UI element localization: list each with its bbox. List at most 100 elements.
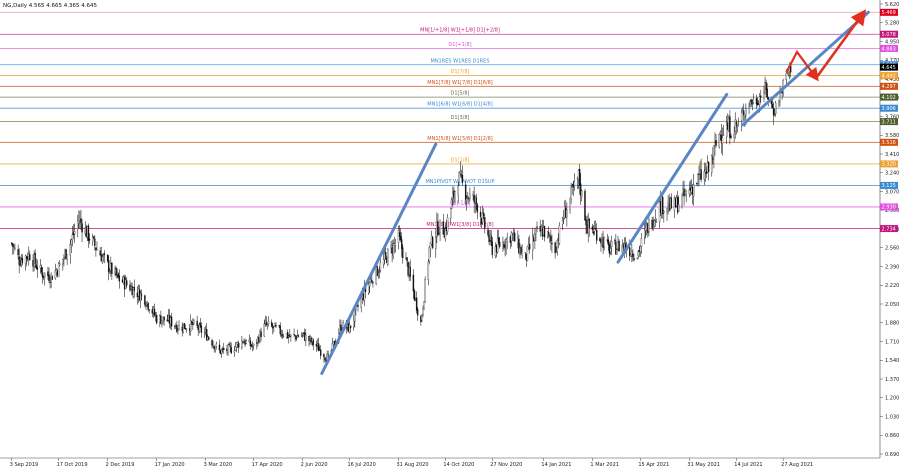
candle-body bbox=[437, 221, 439, 235]
candle-body bbox=[511, 233, 514, 235]
level-price-tag-text: 3.516 bbox=[882, 140, 896, 146]
candle-body bbox=[607, 239, 610, 246]
candle-body bbox=[88, 238, 91, 241]
y-tick-label: 1.880 bbox=[885, 321, 899, 327]
candle-body bbox=[77, 221, 79, 230]
level-price-tag bbox=[880, 44, 898, 52]
candle-body bbox=[491, 241, 493, 255]
candle-body bbox=[581, 190, 583, 198]
candle-body bbox=[484, 217, 486, 229]
candle-body bbox=[340, 324, 342, 331]
candle-body bbox=[70, 239, 73, 245]
candle-body bbox=[24, 255, 27, 265]
candle-body bbox=[464, 184, 467, 200]
candle-body bbox=[320, 349, 322, 356]
candle-body bbox=[69, 244, 72, 256]
candle-body bbox=[228, 343, 230, 346]
candle-body bbox=[297, 335, 300, 337]
candle-body bbox=[214, 347, 216, 350]
candle-body bbox=[305, 334, 307, 341]
trendlines-layer bbox=[320, 10, 870, 375]
x-tick-label: 2 Dec 2019 bbox=[106, 462, 135, 468]
candle-body bbox=[109, 271, 111, 273]
candle-body bbox=[324, 357, 326, 360]
candle-body bbox=[379, 262, 382, 271]
candle-body bbox=[566, 209, 568, 218]
candle-body bbox=[593, 228, 596, 232]
candle-body bbox=[275, 324, 277, 327]
candle-body bbox=[161, 320, 163, 325]
candle-body bbox=[323, 354, 325, 358]
candle-body bbox=[584, 190, 586, 221]
candle-body bbox=[29, 254, 31, 261]
candle-body bbox=[632, 253, 634, 258]
level-price-tag-text: 4.102 bbox=[882, 95, 896, 101]
level-label: D1[+1/8] bbox=[448, 42, 471, 48]
candle-body bbox=[450, 208, 452, 219]
candle-body bbox=[572, 184, 574, 188]
y-tick-label: 5.620 bbox=[885, 2, 899, 8]
candle-body bbox=[662, 197, 664, 215]
candle-body bbox=[139, 293, 142, 302]
candle-body bbox=[711, 155, 713, 173]
candle-body bbox=[71, 234, 74, 241]
candle-body bbox=[357, 304, 359, 307]
candle-body bbox=[47, 271, 49, 277]
candle-body bbox=[166, 319, 168, 322]
candle-body bbox=[190, 320, 192, 332]
candle-body bbox=[206, 329, 208, 341]
candle-body bbox=[521, 251, 523, 256]
level-price-tag-text: 4.883 bbox=[882, 46, 896, 52]
candle-body bbox=[744, 113, 746, 118]
level-label: MN1[5/8] W1[5/8] D1[2/8] bbox=[427, 136, 492, 142]
candle-body bbox=[535, 228, 537, 235]
level-price-tag-text: 3.906 bbox=[882, 106, 896, 112]
candle-body bbox=[748, 106, 750, 109]
candle-body bbox=[176, 324, 178, 332]
candle-body bbox=[57, 263, 60, 277]
candle-body bbox=[454, 191, 456, 199]
candle-body bbox=[281, 334, 284, 336]
candle-body bbox=[415, 297, 418, 311]
candle-body bbox=[174, 325, 176, 327]
level-label: D1[-1/8] bbox=[450, 200, 471, 206]
x-tick-label: 17 Jan 2020 bbox=[155, 462, 185, 468]
candle-body bbox=[497, 237, 500, 243]
candle-body bbox=[185, 328, 188, 330]
candle-body bbox=[263, 323, 265, 337]
candle-body bbox=[183, 323, 186, 329]
candle-body bbox=[636, 257, 638, 259]
x-tick-label: 16 Jul 2020 bbox=[347, 462, 375, 468]
candle-body bbox=[543, 225, 546, 238]
candle-body bbox=[302, 332, 305, 334]
candle-body bbox=[460, 174, 463, 176]
candle-body bbox=[367, 284, 370, 294]
candle-body bbox=[260, 331, 262, 338]
y-tick-label: 1.030 bbox=[885, 414, 899, 420]
level-label: D1[5/8] bbox=[451, 91, 470, 97]
y-tick-label: 4.430 bbox=[885, 77, 899, 83]
candle-body bbox=[475, 197, 477, 204]
candle-body bbox=[394, 243, 397, 246]
candle-body bbox=[230, 347, 232, 354]
candle-body bbox=[506, 237, 508, 242]
candle-body bbox=[312, 339, 314, 346]
candle-body bbox=[229, 345, 231, 347]
candle-body bbox=[21, 257, 24, 264]
candle-body bbox=[385, 251, 387, 256]
level-label: MN1PIVOT W1PIVOT D1SUP bbox=[425, 179, 494, 185]
candle-body bbox=[290, 334, 292, 337]
candle-body bbox=[35, 264, 37, 269]
candle-body bbox=[759, 96, 761, 106]
candle-body bbox=[44, 272, 46, 278]
level-label: MN1RES W1RES D1RES bbox=[431, 58, 490, 64]
x-tick-label: 14 Oct 2020 bbox=[443, 462, 474, 468]
level-label: D1[7/8] bbox=[451, 69, 470, 75]
candle-body bbox=[296, 335, 298, 339]
candle-body bbox=[41, 272, 44, 278]
projection-zigzag bbox=[785, 49, 819, 82]
level-price-tag bbox=[880, 160, 898, 168]
candle-body bbox=[95, 247, 97, 250]
y-tick-label: 3.240 bbox=[885, 171, 899, 177]
